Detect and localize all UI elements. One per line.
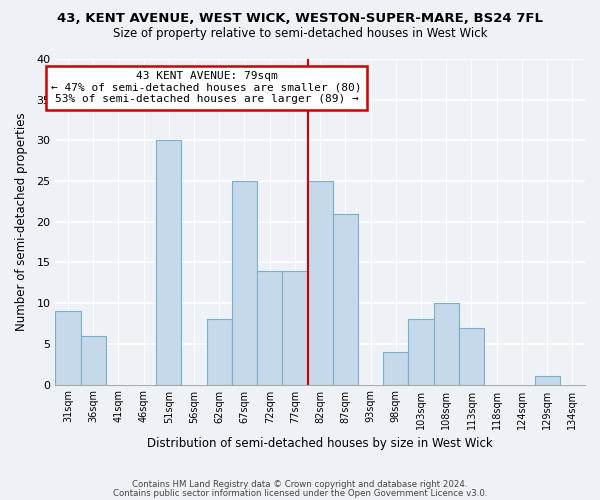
Bar [333, 214, 358, 384]
Y-axis label: Number of semi-detached properties: Number of semi-detached properties [15, 112, 28, 331]
Bar [206, 320, 232, 384]
Bar [535, 376, 560, 384]
Text: Contains HM Land Registry data © Crown copyright and database right 2024.: Contains HM Land Registry data © Crown c… [132, 480, 468, 489]
Text: 43, KENT AVENUE, WEST WICK, WESTON-SUPER-MARE, BS24 7FL: 43, KENT AVENUE, WEST WICK, WESTON-SUPER… [57, 12, 543, 26]
Bar [409, 320, 434, 384]
Bar [156, 140, 181, 384]
Bar [383, 352, 409, 384]
X-axis label: Distribution of semi-detached houses by size in West Wick: Distribution of semi-detached houses by … [147, 437, 493, 450]
Bar [308, 181, 333, 384]
Bar [434, 303, 459, 384]
Bar [257, 270, 283, 384]
Bar [232, 181, 257, 384]
Text: Contains public sector information licensed under the Open Government Licence v3: Contains public sector information licen… [113, 488, 487, 498]
Bar [80, 336, 106, 384]
Text: Size of property relative to semi-detached houses in West Wick: Size of property relative to semi-detach… [113, 28, 487, 40]
Bar [459, 328, 484, 384]
Bar [55, 312, 80, 384]
Bar [283, 270, 308, 384]
Text: 43 KENT AVENUE: 79sqm
← 47% of semi-detached houses are smaller (80)
53% of semi: 43 KENT AVENUE: 79sqm ← 47% of semi-deta… [52, 71, 362, 104]
